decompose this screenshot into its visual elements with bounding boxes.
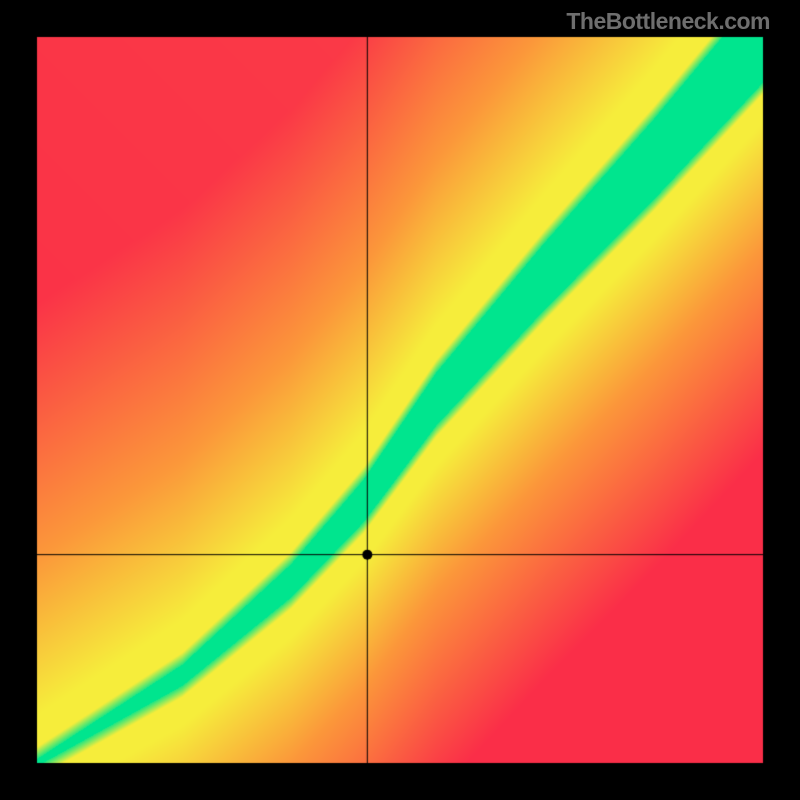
chart-container: TheBottleneck.com [0,0,800,800]
heatmap-canvas [0,0,800,800]
watermark-text: TheBottleneck.com [566,8,770,35]
